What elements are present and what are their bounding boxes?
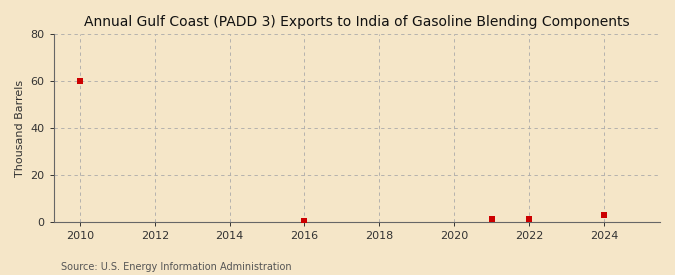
Y-axis label: Thousand Barrels: Thousand Barrels: [15, 79, 25, 177]
Title: Annual Gulf Coast (PADD 3) Exports to India of Gasoline Blending Components: Annual Gulf Coast (PADD 3) Exports to In…: [84, 15, 630, 29]
Point: [74, 79, 85, 83]
Point: [599, 213, 610, 217]
Point: [299, 219, 310, 224]
Point: [524, 217, 535, 221]
Point: [486, 217, 497, 222]
Text: Source: U.S. Energy Information Administration: Source: U.S. Energy Information Administ…: [61, 262, 292, 272]
